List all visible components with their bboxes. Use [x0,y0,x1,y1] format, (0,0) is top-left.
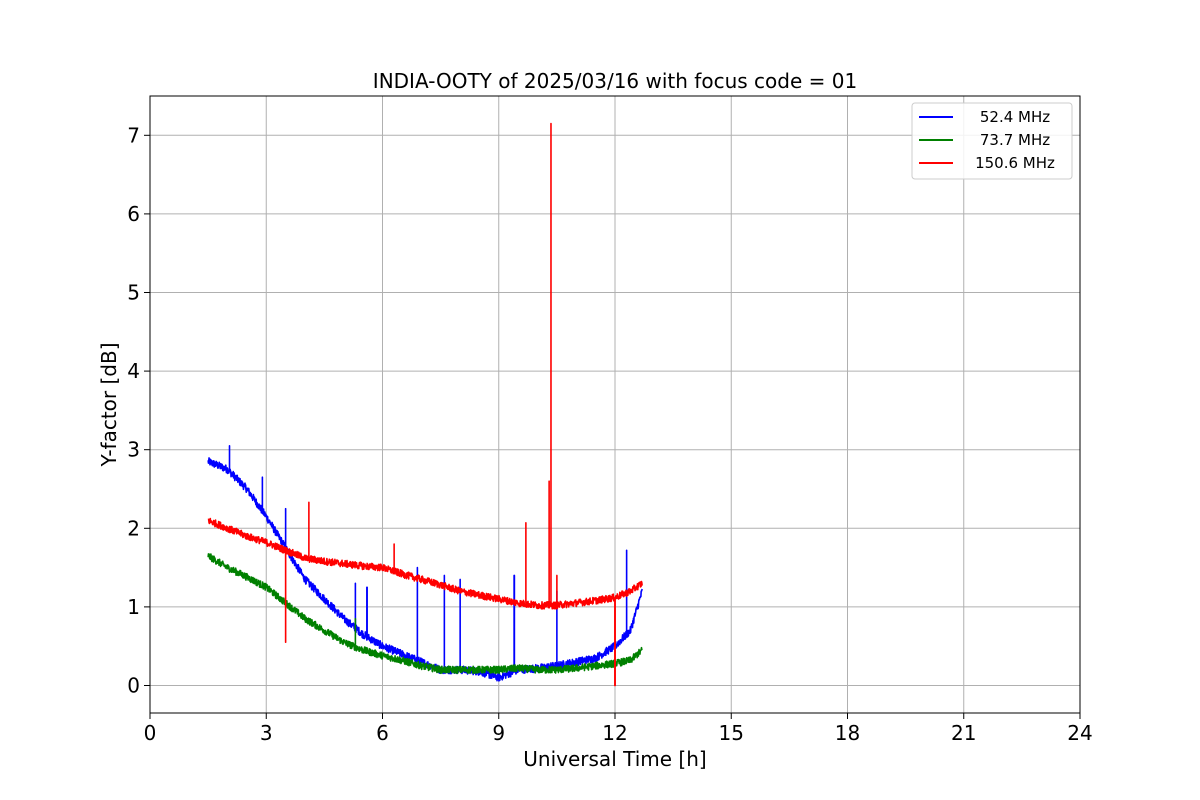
y-tick-label: 0 [127,673,140,697]
legend-label: 150.6 MHz [975,154,1055,172]
y-tick-label: 3 [127,438,140,462]
y-tick-label: 4 [127,359,140,383]
y-tick-label: 5 [127,280,140,304]
series-line [207,553,643,675]
x-tick-label: 21 [951,721,976,745]
series-150-6-mhz [207,122,643,687]
legend-box [911,102,1073,180]
y-tick-label: 1 [127,595,140,619]
x-tick-label: 0 [144,721,157,745]
x-tick-label: 9 [492,721,505,745]
y-tick-label: 2 [127,516,140,540]
series-layer [207,122,643,687]
y-axis-label: Y-factor [dB] [97,342,121,467]
series-line [207,122,643,687]
series-73-7-mhz [207,553,643,675]
legend-label: 52.4 MHz [980,108,1050,126]
chart-title: INDIA-OOTY of 2025/03/16 with focus code… [373,69,857,93]
x-tick-label: 6 [376,721,389,745]
x-tick-label: 18 [835,721,860,745]
y-tick-label: 6 [127,202,140,226]
x-tick-label: 12 [602,721,627,745]
x-tick-label: 15 [719,721,744,745]
x-tick-label: 3 [260,721,273,745]
legend: 52.4 MHz 73.7 MHz 150.6 MHz [911,102,1073,180]
y-tick-label: 7 [127,123,140,147]
x-tick-label: 24 [1067,721,1092,745]
legend-label: 73.7 MHz [980,131,1050,149]
x-axis-label: Universal Time [h] [523,747,706,771]
